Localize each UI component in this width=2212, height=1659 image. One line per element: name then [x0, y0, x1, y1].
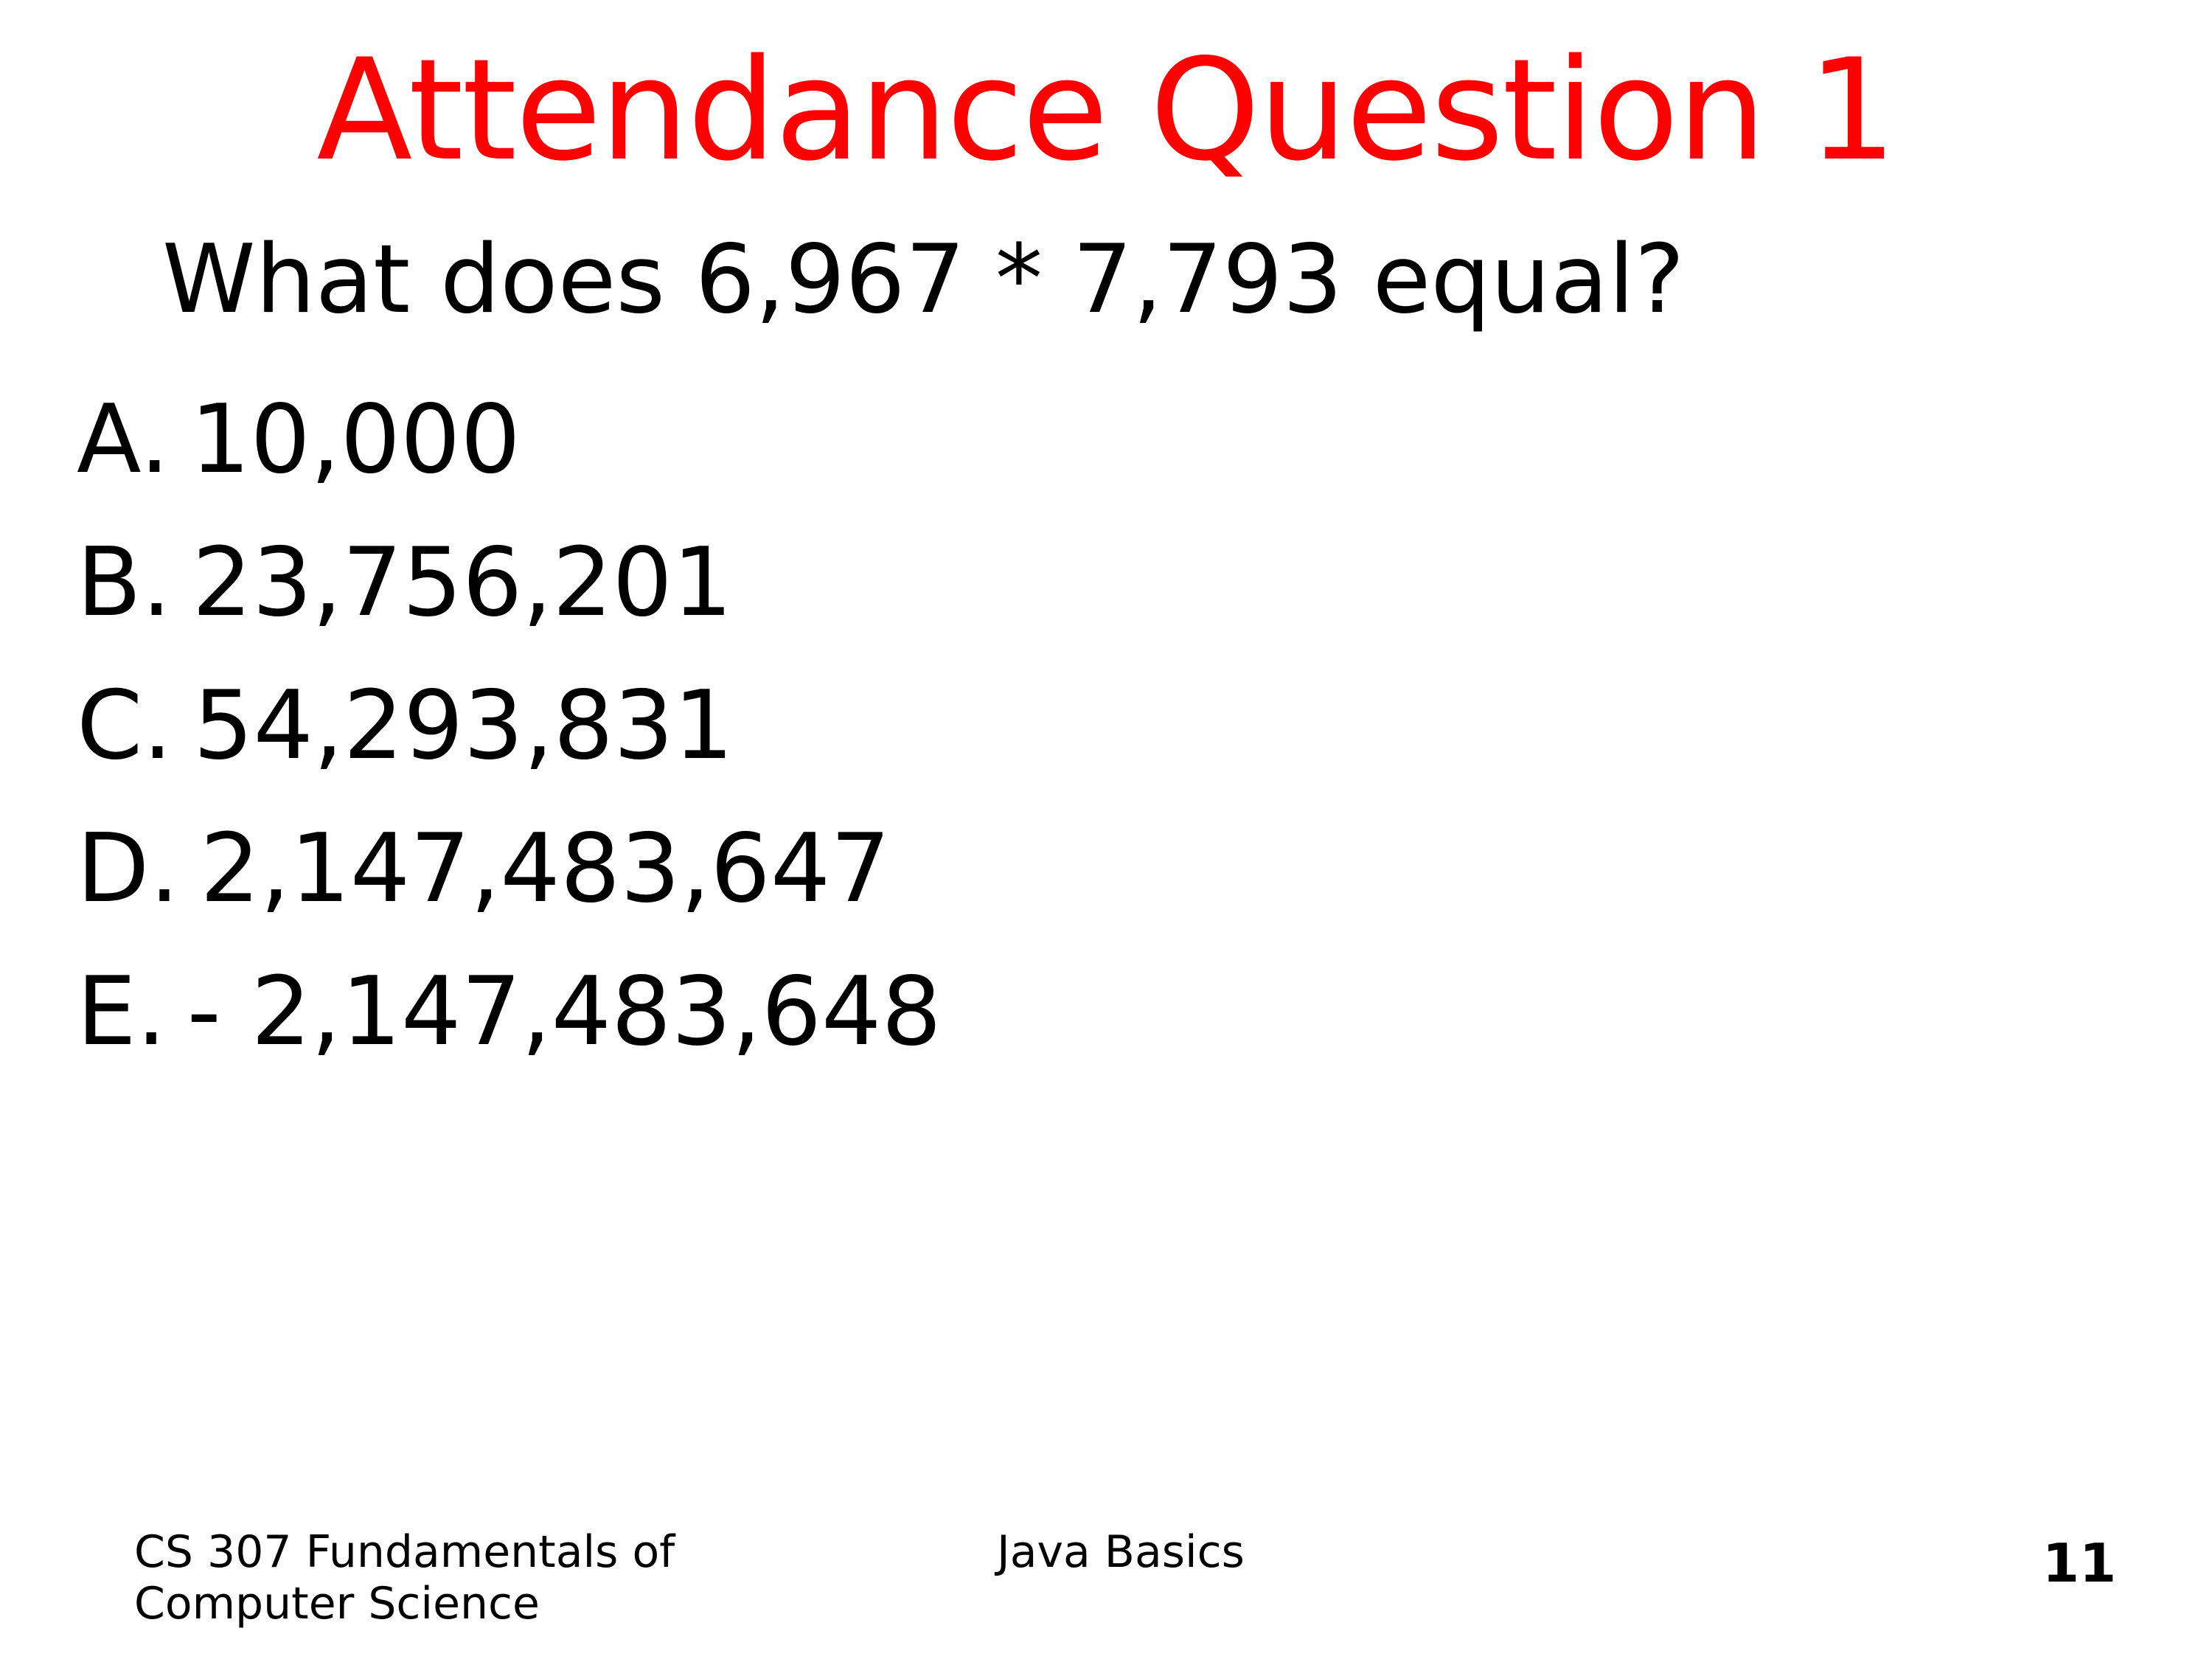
option-letter: C. [77, 671, 173, 781]
option-value: 10,000 [190, 385, 521, 495]
slide-title: Attendance Question 1 [316, 29, 1896, 192]
option-letter: E. [77, 957, 167, 1067]
option-letter: A. [77, 385, 170, 495]
option-value: - 2,147,483,648 [187, 957, 942, 1067]
option-value: 54,293,831 [193, 671, 734, 781]
answer-option-c: C. 54,293,831 [77, 655, 942, 798]
option-value: 2,147,483,647 [200, 814, 891, 924]
footer-course-line1: CS 307 Fundamentals of [134, 1526, 675, 1578]
answer-option-a: A. 10,000 [77, 369, 942, 512]
footer-topic: Java Basics [997, 1526, 1245, 1578]
question-text: What does 6,967 * 7,793 equal? [162, 225, 1685, 335]
option-value: 23,756,201 [192, 528, 733, 638]
answer-option-d: D. 2,147,483,647 [77, 798, 942, 941]
option-letter: D. [77, 814, 180, 924]
footer-course-line2: Computer Science [134, 1578, 540, 1630]
answer-options-list: A. 10,000 B. 23,756,201 C. 54,293,831 D. 2,1… [77, 369, 942, 1084]
answer-option-b: B. 23,756,201 [77, 512, 942, 655]
page-number: 11 [2042, 1532, 2117, 1594]
answer-option-e: E. - 2,147,483,648 [77, 941, 942, 1084]
option-letter: B. [77, 528, 172, 638]
footer-course-name: CS 307 Fundamentals of Computer Science [134, 1526, 675, 1630]
